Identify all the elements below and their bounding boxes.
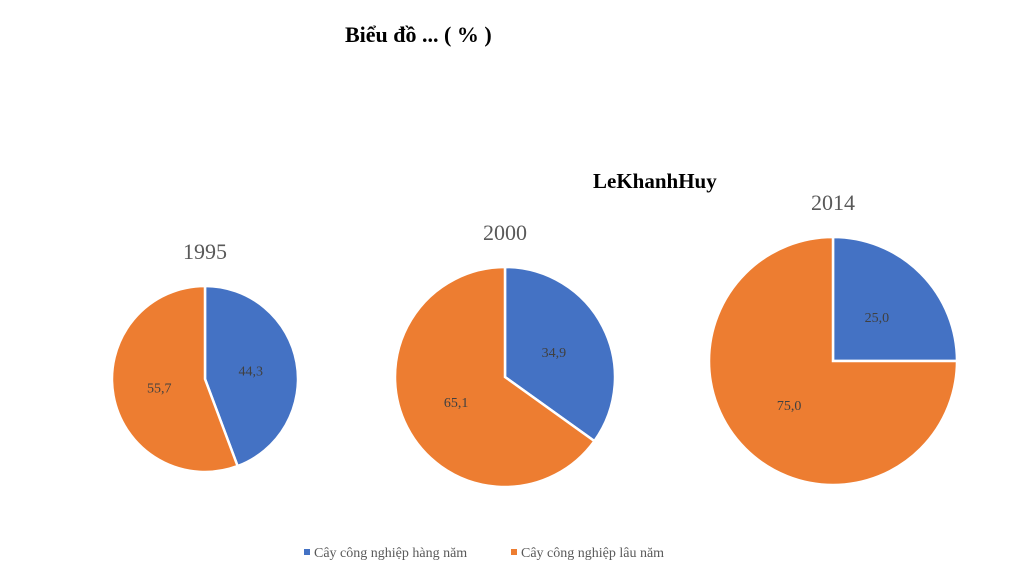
data-label: 75,0 [777,399,802,414]
legend: Cây công nghiệp hàng năm Cây công nghiệp … [304,546,664,561]
pie-slice-perennial [110,284,240,474]
chart-title: Biểu đồ ... ( % ) [345,22,492,47]
pie-chart-2014: 25,0 75,0 2014 [707,190,959,487]
legend-swatch [511,549,517,555]
data-label: 55,7 [147,381,172,396]
pie-slice-annual [831,235,959,363]
pie-year-label: 2000 [483,220,527,245]
data-label: 25,0 [865,311,890,326]
pie-slice-annual [503,265,617,443]
pie-slice-annual [203,284,300,468]
data-label: 34,9 [542,346,567,361]
author-watermark: LeKhanhHuy [593,169,717,193]
pie-year-label: 2014 [811,190,855,215]
pie-slice-perennial [707,235,959,487]
pie-chart-2000: 34,9 65,1 2000 [393,220,617,489]
data-label: 44,3 [239,365,264,380]
data-label: 65,1 [444,396,469,411]
legend-label: Cây công nghiệp hàng năm [314,546,467,561]
legend-label: Cây công nghiệp lâu năm [521,546,664,561]
legend-swatch [304,549,310,555]
pie-chart-1995: 44,3 55,7 1995 [110,239,300,474]
pie-year-label: 1995 [183,239,227,264]
pie-slice-perennial [393,265,597,489]
